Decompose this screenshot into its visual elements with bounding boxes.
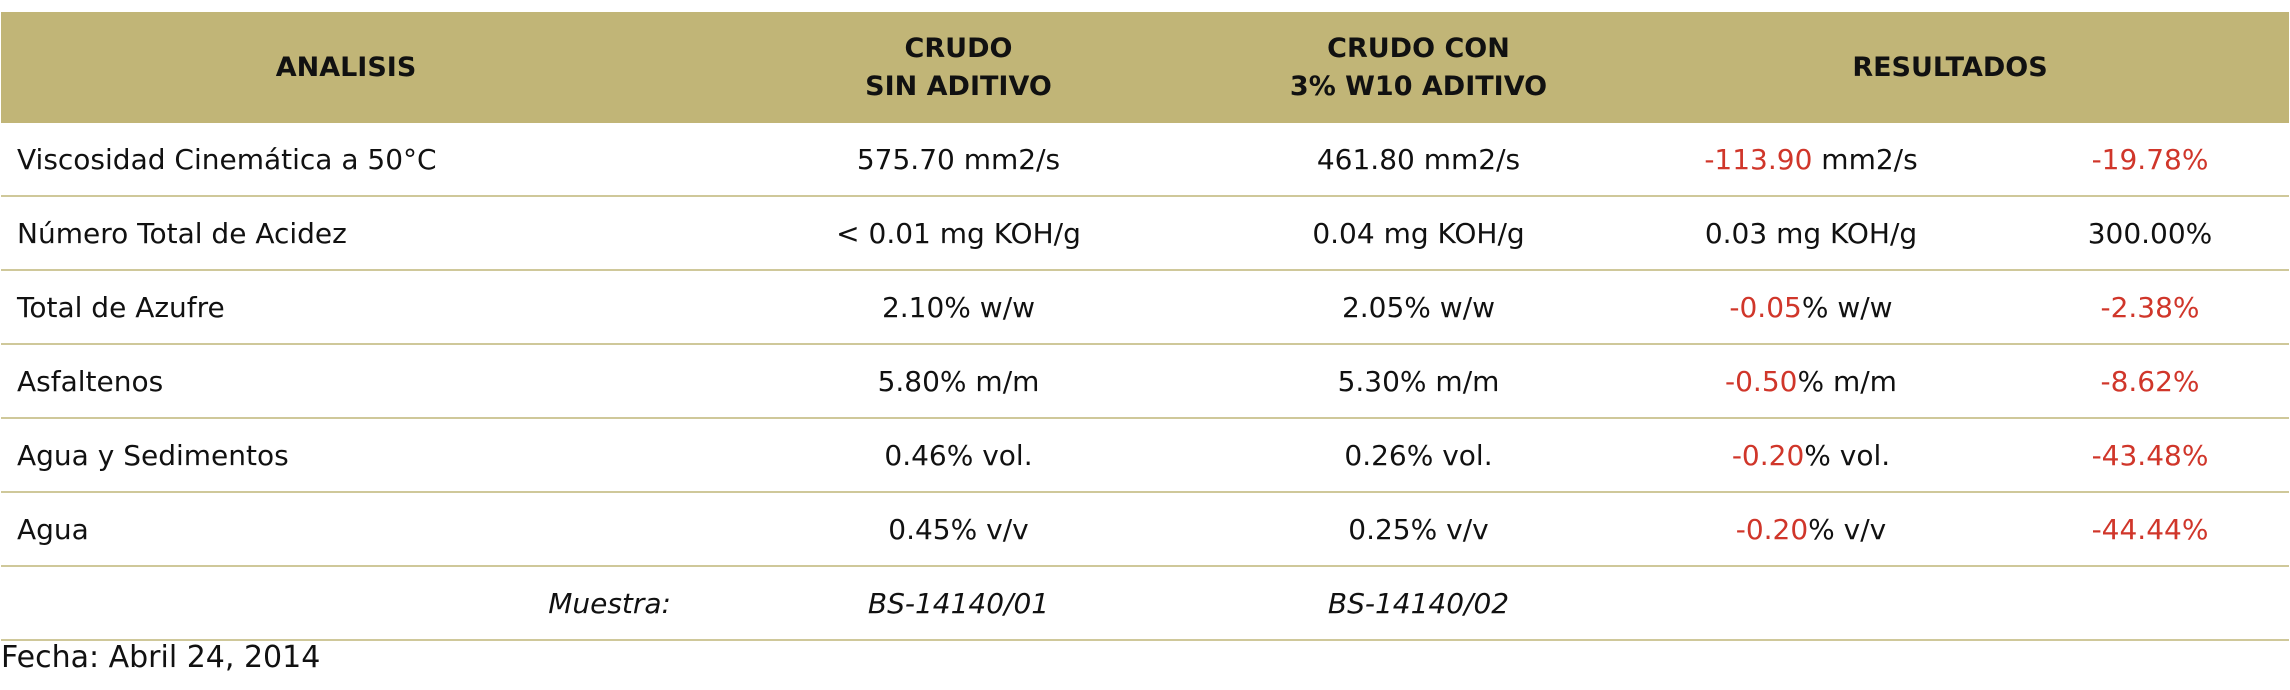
analisis-cell: Número Total de Acidez xyxy=(1,196,691,271)
diferencia-cell: -0.05% w/w xyxy=(1611,270,2011,345)
analisis-cell: Total de Azufre xyxy=(1,270,691,345)
diferencia-cell: -0.50% m/m xyxy=(1611,344,2011,419)
header-crudo-sin-line2: SIN ADITIVO xyxy=(865,70,1052,102)
crudo-sin-cell: < 0.01 mg KOH/g xyxy=(691,196,1226,271)
diferencia-wrap: -0.20% v/v xyxy=(1736,513,1887,546)
diferencia-wrap: 0.03 mg KOH/g xyxy=(1705,217,1917,250)
diferencia-value: -113.90 xyxy=(1704,142,1813,176)
diferencia-value: -0.05 xyxy=(1729,290,1802,324)
header-crudo-sin-aditivo: CRUDO SIN ADITIVO xyxy=(691,12,1226,123)
porcentaje-cell: -19.78% xyxy=(2011,123,2289,197)
crudo-con-cell: 461.80 mm2/s xyxy=(1226,123,1611,197)
crudo-con-cell: 0.25% v/v xyxy=(1226,492,1611,567)
header-resultados-label: RESULTADOS xyxy=(1852,51,2048,83)
header-resultados: RESULTADOS xyxy=(1611,12,2289,123)
crudo-sin-cell: 5.80% m/m xyxy=(691,344,1226,419)
crudo-sin-cell: 0.45% v/v xyxy=(691,492,1226,567)
diferencia-unit: mg KOH/g xyxy=(1767,216,1918,250)
table-row: Agua y Sedimentos 0.46% vol. 0.26% vol. -0.… xyxy=(1,418,2289,493)
diferencia-cell: -0.20% v/v xyxy=(1611,492,2011,567)
crudo-con-cell: 2.05% w/w xyxy=(1226,270,1611,345)
muestra-label: Muestra: xyxy=(1,566,691,641)
diferencia-wrap: -0.05% w/w xyxy=(1729,291,1892,324)
table-row: Asfaltenos 5.80% m/m 5.30% m/m -0.50% m/m -8… xyxy=(1,344,2289,419)
results-sheet: ANALISIS CRUDO SIN ADITIVO CRUDO CON 3% … xyxy=(0,12,2290,641)
muestra-empty-pct xyxy=(2011,566,2289,641)
header-crudo-sin-line1: CRUDO xyxy=(904,32,1013,64)
table-row: Total de Azufre 2.10% w/w 2.05% w/w -0.05% … xyxy=(1,270,2289,345)
diferencia-cell: -0.20% vol. xyxy=(1611,418,2011,493)
porcentaje-cell: -8.62% xyxy=(2011,344,2289,419)
crudo-con-cell: 0.04 mg KOH/g xyxy=(1226,196,1611,271)
diferencia-value: -0.20 xyxy=(1735,512,1809,546)
results-body: Viscosidad Cinemática a 50°C 575.70 mm2/s… xyxy=(1,123,2289,567)
muestra-sin: BS-14140/01 xyxy=(691,566,1226,641)
header-crudo-con-line1: CRUDO CON xyxy=(1327,32,1510,64)
header-analisis-label: ANALISIS xyxy=(275,51,417,83)
muestra-row: Muestra: BS-14140/01 BS-14140/02 xyxy=(1,566,2289,641)
muestra-empty-diff xyxy=(1611,566,2011,641)
fecha-text: Fecha: Abril 24, 2014 xyxy=(1,640,321,675)
muestra-con: BS-14140/02 xyxy=(1226,566,1611,641)
header-crudo-con-aditivo: CRUDO CON 3% W10 ADITIVO xyxy=(1226,12,1611,123)
porcentaje-cell: 300.00% xyxy=(2011,196,2289,271)
header-row: ANALISIS CRUDO SIN ADITIVO CRUDO CON 3% … xyxy=(1,12,2289,123)
diferencia-value: 0.03 xyxy=(1704,216,1768,250)
analisis-cell: Asfaltenos xyxy=(1,344,691,419)
analisis-cell: Agua y Sedimentos xyxy=(1,418,691,493)
crudo-sin-cell: 0.46% vol. xyxy=(691,418,1226,493)
header-crudo-con-line2: 3% W10 ADITIVO xyxy=(1289,70,1548,102)
table-row: Número Total de Acidez < 0.01 mg KOH/g 0.0… xyxy=(1,196,2289,271)
crudo-sin-cell: 575.70 mm2/s xyxy=(691,123,1226,197)
crudo-con-cell: 0.26% vol. xyxy=(1226,418,1611,493)
porcentaje-cell: -44.44% xyxy=(2011,492,2289,567)
diferencia-cell: 0.03 mg KOH/g xyxy=(1611,196,2011,271)
diferencia-cell: -113.90 mm2/s xyxy=(1611,123,2011,197)
muestra-body: Muestra: BS-14140/01 BS-14140/02 xyxy=(1,566,2289,641)
diferencia-unit: % m/m xyxy=(1797,364,1897,398)
table-row: Viscosidad Cinemática a 50°C 575.70 mm2/s… xyxy=(1,123,2289,197)
diferencia-wrap: -0.20% vol. xyxy=(1732,439,1890,472)
diferencia-unit: % v/v xyxy=(1808,512,1887,546)
porcentaje-cell: -43.48% xyxy=(2011,418,2289,493)
header-analisis: ANALISIS xyxy=(1,12,691,123)
analisis-cell: Agua xyxy=(1,492,691,567)
diferencia-unit: % w/w xyxy=(1801,290,1893,324)
analisis-cell: Viscosidad Cinemática a 50°C xyxy=(1,123,691,197)
results-table: ANALISIS CRUDO SIN ADITIVO CRUDO CON 3% … xyxy=(1,12,2289,641)
diferencia-value: -0.20 xyxy=(1731,438,1805,472)
table-row: Agua 0.45% v/v 0.25% v/v -0.20% v/v -44.44% xyxy=(1,492,2289,567)
crudo-con-cell: 5.30% m/m xyxy=(1226,344,1611,419)
diferencia-value: -0.50 xyxy=(1725,364,1798,398)
diferencia-wrap: -0.50% m/m xyxy=(1725,365,1897,398)
diferencia-wrap: -113.90 mm2/s xyxy=(1704,143,1917,176)
diferencia-unit: mm2/s xyxy=(1812,142,1918,176)
diferencia-unit: % vol. xyxy=(1804,438,1891,472)
porcentaje-cell: -2.38% xyxy=(2011,270,2289,345)
crudo-sin-cell: 2.10% w/w xyxy=(691,270,1226,345)
